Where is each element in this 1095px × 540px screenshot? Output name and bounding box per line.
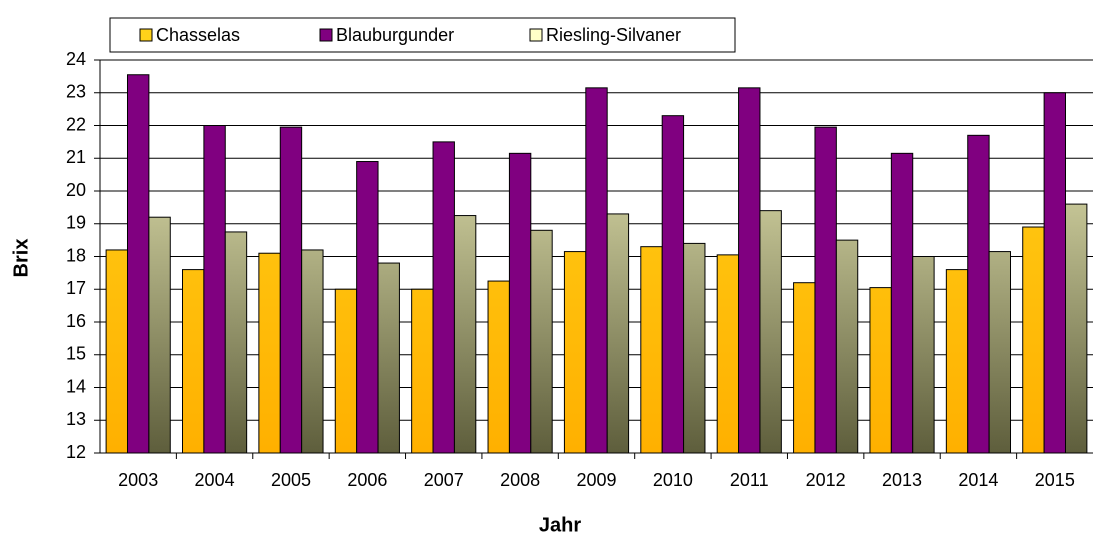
bar xyxy=(869,287,892,454)
y-tick-label: 24 xyxy=(66,49,86,69)
y-tick-label: 15 xyxy=(66,344,86,364)
bar xyxy=(126,74,150,454)
y-tick-label: 12 xyxy=(66,442,86,462)
bar xyxy=(890,152,914,454)
bar xyxy=(334,288,358,454)
legend-label: Chasselas xyxy=(156,25,240,45)
x-tick-label: 2003 xyxy=(118,470,158,490)
bar xyxy=(640,246,663,454)
y-tick-label: 23 xyxy=(66,82,86,102)
bar xyxy=(258,252,281,454)
y-tick-label: 19 xyxy=(66,213,86,233)
legend-label: Blauburgunder xyxy=(336,25,454,45)
y-axis-title: Brix xyxy=(10,239,32,278)
bar xyxy=(759,210,782,454)
bar xyxy=(563,251,587,454)
legend-label: Riesling-Silvaner xyxy=(546,25,681,45)
bar xyxy=(356,161,379,454)
y-tick-label: 18 xyxy=(66,245,86,265)
x-tick-label: 2010 xyxy=(653,470,693,490)
bar xyxy=(585,87,608,454)
x-tick-label: 2015 xyxy=(1035,470,1075,490)
x-tick-label: 2014 xyxy=(958,470,998,490)
bar xyxy=(432,141,455,454)
bar xyxy=(1065,203,1088,454)
y-tick-label: 20 xyxy=(66,180,86,200)
y-tick-label: 14 xyxy=(66,376,86,396)
bar xyxy=(508,152,532,454)
x-tick-label: 2011 xyxy=(730,470,769,490)
y-tick-label: 16 xyxy=(66,311,86,331)
bar xyxy=(411,288,434,454)
x-tick-label: 2006 xyxy=(347,470,387,490)
bar xyxy=(224,231,248,454)
bar xyxy=(1022,226,1045,454)
x-axis-title: Jahr xyxy=(539,514,581,536)
bar xyxy=(487,280,510,454)
x-tick-label: 2008 xyxy=(500,470,540,490)
bar xyxy=(203,125,226,454)
bar xyxy=(683,242,706,454)
legend-swatch xyxy=(529,28,543,42)
bar xyxy=(377,262,400,454)
bar xyxy=(793,282,816,454)
legend-swatch xyxy=(319,28,333,42)
bar xyxy=(988,251,1012,454)
bar xyxy=(530,229,553,454)
bar xyxy=(945,269,969,454)
bar xyxy=(738,87,761,454)
y-tick-label: 22 xyxy=(66,114,86,134)
x-tick-label: 2004 xyxy=(195,470,235,490)
bar xyxy=(835,239,859,454)
bar xyxy=(105,249,128,454)
legend-swatch xyxy=(139,28,153,42)
bar xyxy=(814,126,837,454)
bar xyxy=(1043,92,1067,454)
legend-box xyxy=(109,17,736,53)
bar xyxy=(716,254,740,454)
bar xyxy=(967,134,990,454)
bar xyxy=(279,126,303,454)
x-tick-label: 2005 xyxy=(271,470,311,490)
bar xyxy=(181,269,205,454)
bar xyxy=(606,213,630,454)
bar xyxy=(453,215,477,454)
bar xyxy=(301,249,324,454)
x-tick-label: 2012 xyxy=(806,470,846,490)
y-tick-label: 21 xyxy=(66,147,86,167)
y-tick-label: 17 xyxy=(66,278,86,298)
y-tick-label: 13 xyxy=(66,409,86,429)
x-tick-label: 2013 xyxy=(882,470,922,490)
x-tick-label: 2007 xyxy=(424,470,464,490)
x-tick-label: 2009 xyxy=(576,470,616,490)
bar xyxy=(148,216,171,454)
bar xyxy=(912,256,935,454)
bar xyxy=(661,115,685,454)
